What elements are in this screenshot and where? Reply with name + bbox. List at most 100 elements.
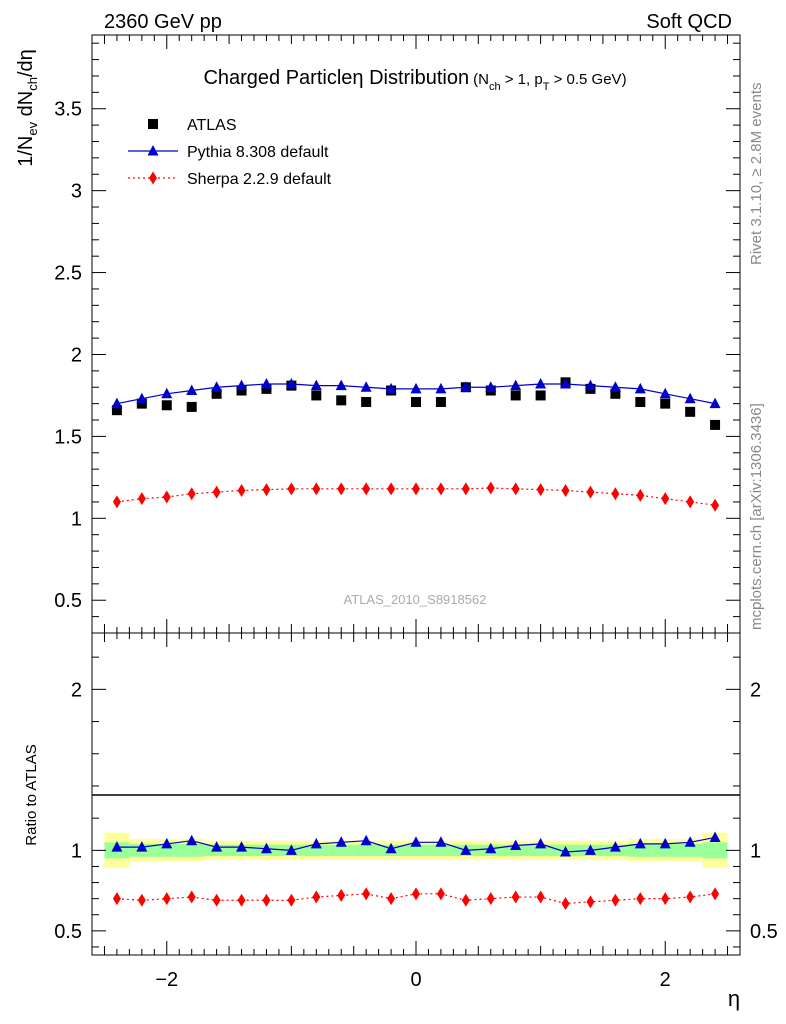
title-cut-sub1: ch <box>489 81 501 93</box>
data-point <box>337 482 346 496</box>
ratio-y-tick-label: 1 <box>71 840 82 862</box>
data-point <box>187 487 196 501</box>
ratio-data-point <box>187 890 196 904</box>
x-axis-label: η <box>728 986 740 1011</box>
ratio-data-point <box>335 836 347 847</box>
data-point <box>711 498 720 512</box>
data-point <box>211 381 223 392</box>
ratio-data-point <box>510 839 522 851</box>
data-point <box>561 483 570 497</box>
y-tick-label: 3.5 <box>54 99 82 121</box>
legend-marker <box>149 171 157 185</box>
ratio-band-inner <box>353 844 379 856</box>
ratio-data-point <box>609 841 621 852</box>
data-point <box>610 388 621 399</box>
data-point <box>659 387 671 399</box>
ratio-band-inner <box>154 843 180 857</box>
ylabel-a-sub: ev <box>25 121 40 135</box>
ratio-data-point <box>287 893 296 907</box>
data-point <box>362 482 371 496</box>
data-point <box>461 482 470 496</box>
ratio-data-point <box>337 888 346 902</box>
data-point <box>586 485 595 499</box>
data-point <box>261 383 272 394</box>
ratio-data-point <box>410 836 422 847</box>
data-point <box>260 377 272 389</box>
ratio-data-point <box>460 844 472 855</box>
ratio-y-tick-label-right: 2 <box>750 679 761 701</box>
data-point <box>510 379 522 391</box>
data-point <box>709 397 721 409</box>
analysis-watermark: ATLAS_2010_S8918562 <box>344 592 487 607</box>
legend-entry: ATLAS <box>187 117 237 134</box>
data-point <box>435 382 447 394</box>
data-point <box>161 400 172 411</box>
data-point <box>161 387 173 399</box>
ylabel-a: 1/N <box>15 136 37 167</box>
ratio-data-point <box>584 844 596 855</box>
data-point <box>609 381 621 392</box>
ratio-data-point <box>310 837 322 849</box>
data-point <box>162 490 171 504</box>
ratio-data-point <box>634 837 646 849</box>
ratio-data-point <box>262 893 271 907</box>
y-tick-label: 2.5 <box>54 263 82 285</box>
ratio-band-inner <box>702 842 728 859</box>
title-cut-mid: > 1, p <box>501 71 543 88</box>
ratio-data-point <box>387 892 396 906</box>
data-point <box>535 390 546 401</box>
ylabel-c: /dη <box>15 49 37 77</box>
ratio-data-point <box>684 836 696 847</box>
ratio-data-point <box>162 892 171 906</box>
ratio-data-point <box>686 890 695 904</box>
x-tick-label: −2 <box>155 969 178 991</box>
data-point <box>410 382 422 394</box>
data-point <box>435 396 446 407</box>
data-point <box>111 405 122 416</box>
ratio-data-point <box>535 837 547 849</box>
ratio-data-point <box>461 893 470 907</box>
ratio-data-point <box>659 837 671 849</box>
data-point <box>635 396 646 407</box>
ratio-band-inner <box>528 844 554 856</box>
data-point <box>510 390 521 401</box>
data-point <box>684 392 696 404</box>
ratio-band-inner <box>652 843 678 857</box>
ratio-y-axis-label: Ratio to ATLAS <box>23 744 40 845</box>
ratio-data-point <box>212 893 221 907</box>
ratio-data-point <box>161 837 173 849</box>
data-point <box>535 377 547 389</box>
main-axis-ticks: 0.5 1 1.5 2 2.5 3 3.5 <box>54 35 740 633</box>
ratio-data-point <box>436 887 445 901</box>
ratio-plot-data <box>111 831 721 910</box>
ratio-data-point <box>636 892 645 906</box>
data-point <box>112 495 121 509</box>
data-point <box>385 382 397 394</box>
ratio-data-point <box>312 890 321 904</box>
ratio-data-point <box>211 841 223 852</box>
data-point <box>335 379 347 391</box>
ratio-data-point <box>136 841 148 852</box>
data-point <box>312 482 321 496</box>
y-tick-label: 1 <box>71 508 82 530</box>
x-tick-label: 2 <box>660 969 671 991</box>
ratio-y-tick-label: 2 <box>71 679 82 701</box>
data-point <box>485 381 497 392</box>
ratio-data-point <box>237 893 246 907</box>
data-point <box>387 482 396 496</box>
data-point <box>311 390 322 401</box>
ratio-data-point <box>661 892 670 906</box>
data-point <box>310 379 322 391</box>
data-point <box>536 483 545 497</box>
data-point <box>685 406 696 417</box>
data-point <box>511 482 520 496</box>
legend: ATLAS Pythia 8.308 default Sherpa 2.2.9 de… <box>128 117 332 188</box>
legend-marker <box>147 145 159 156</box>
data-point <box>212 485 221 499</box>
ratio-axis-ticks: −2 0 2 0.5 0.5 1 1 2 2 <box>54 633 778 991</box>
main-title-text: Charged Particleη Distribution <box>203 67 469 89</box>
ratio-data-point <box>412 887 420 901</box>
data-point <box>686 495 695 509</box>
ratio-data-point <box>260 842 272 854</box>
